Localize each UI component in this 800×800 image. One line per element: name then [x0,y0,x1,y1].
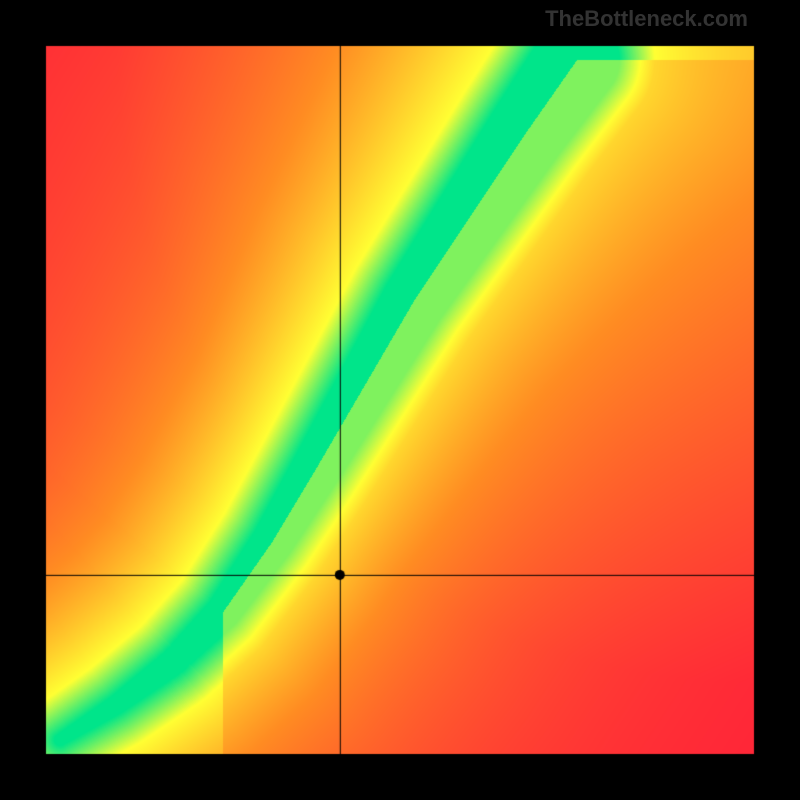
chart-container: TheBottleneck.com [0,0,800,800]
watermark-text: TheBottleneck.com [545,6,748,32]
bottleneck-heatmap [0,0,800,800]
